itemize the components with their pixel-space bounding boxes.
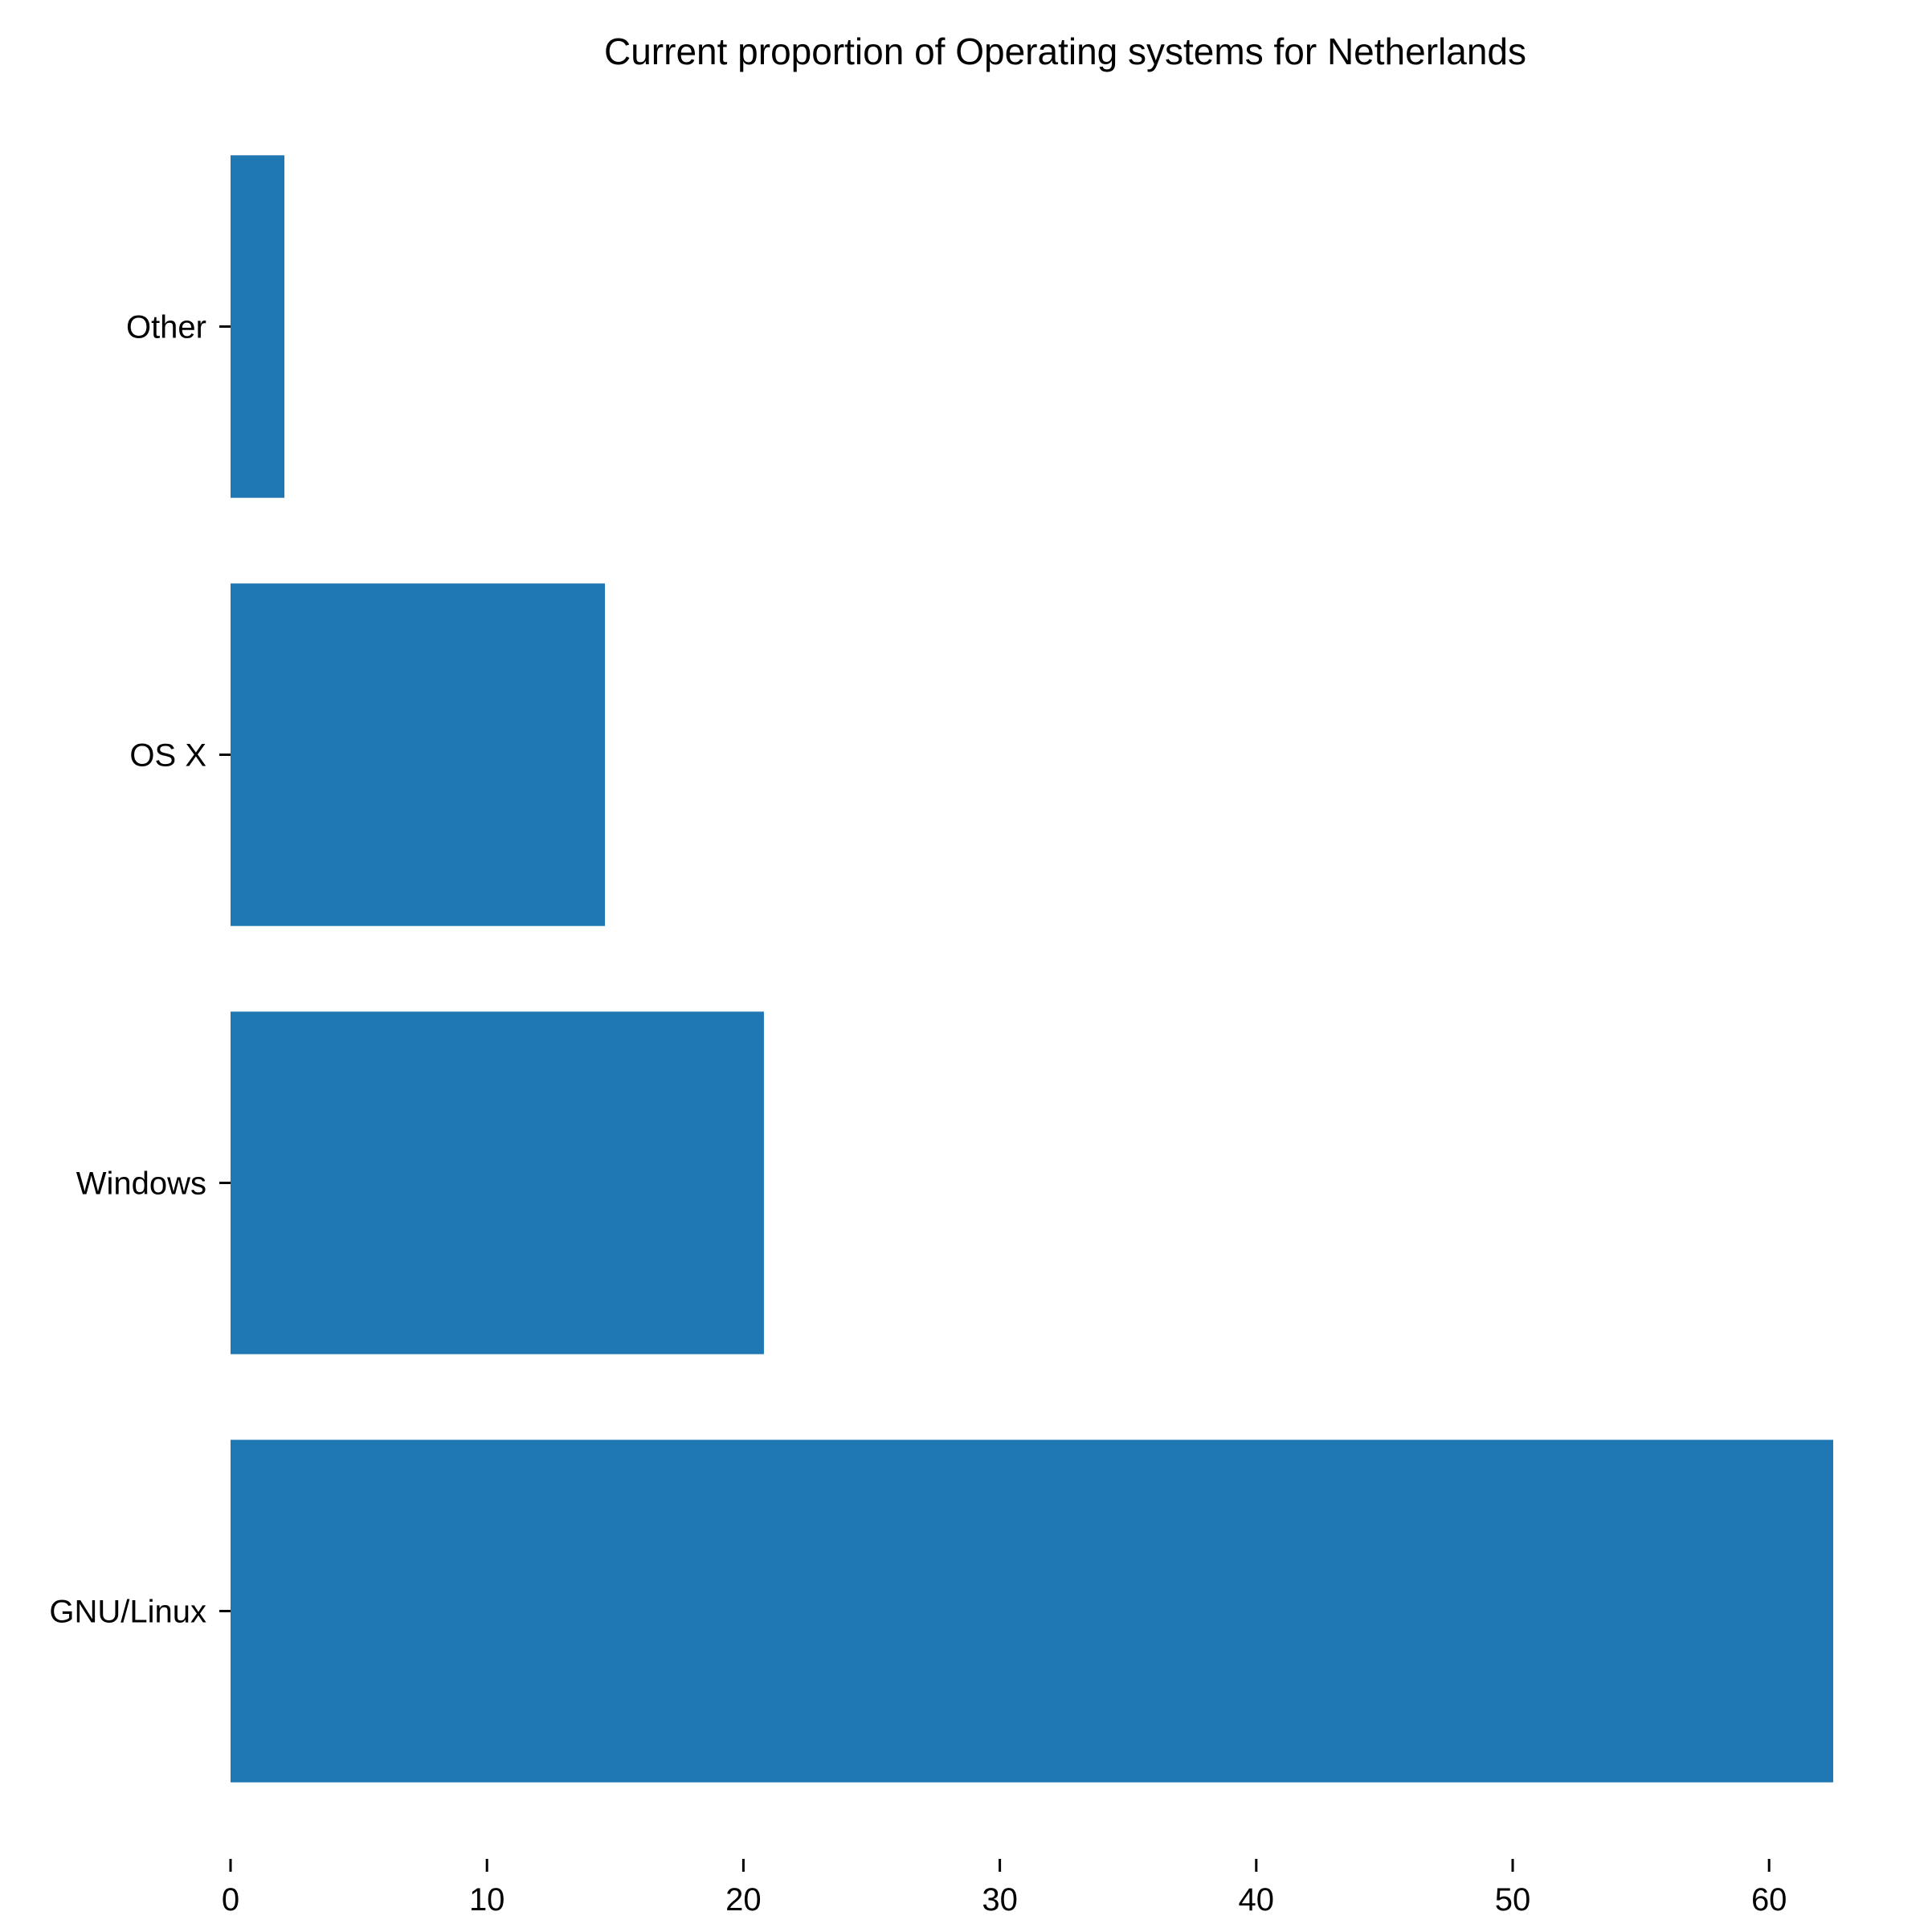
- y-tick-label: OS X: [129, 738, 206, 774]
- y-tick-label: GNU/Linux: [49, 1595, 206, 1630]
- x-tick-label: 40: [1239, 1882, 1275, 1918]
- x-tick-label: 50: [1495, 1882, 1531, 1918]
- x-tick-label: 0: [222, 1882, 239, 1918]
- bar-other: [231, 155, 285, 498]
- y-tick-label: Other: [126, 310, 206, 345]
- x-axis: 0 10 20 30 40 50 60: [222, 1859, 1787, 1918]
- chart-title: Current proportion of Operating systems …: [604, 31, 1526, 72]
- bar-windows: [231, 1011, 764, 1354]
- y-axis: Other OS X Windows GNU/Linux: [49, 310, 231, 1630]
- x-tick-label: 30: [982, 1882, 1018, 1918]
- bar-gnu-linux: [231, 1440, 1833, 1783]
- y-tick-label: Windows: [76, 1166, 206, 1202]
- bar-os-x: [231, 583, 606, 926]
- bars-group: [231, 155, 1833, 1783]
- x-tick-label: 60: [1751, 1882, 1787, 1918]
- x-tick-label: 10: [469, 1882, 505, 1918]
- x-tick-label: 20: [725, 1882, 762, 1918]
